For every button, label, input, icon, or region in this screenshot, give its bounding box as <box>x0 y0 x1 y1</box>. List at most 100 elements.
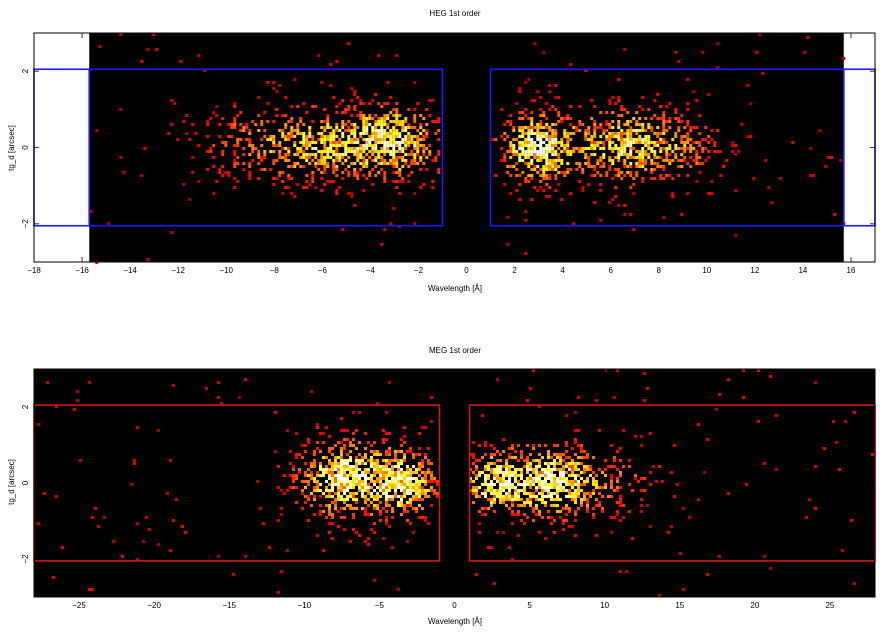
heatmap-cell <box>527 150 531 153</box>
heatmap-cell <box>344 141 348 144</box>
heatmap-cell <box>377 162 381 165</box>
heatmap-cell <box>374 126 378 129</box>
heatmap-cell <box>718 393 721 396</box>
heatmap-cell <box>553 483 556 486</box>
heatmap-cell <box>326 135 330 138</box>
heatmap-cell <box>307 474 310 477</box>
heatmap-cell <box>416 141 420 144</box>
y-tick-label: 0 <box>21 480 30 485</box>
heatmap-cell <box>337 441 340 444</box>
heatmap-cell <box>673 444 676 447</box>
heatmap-cell <box>499 453 502 456</box>
x-tick-label: −10 <box>298 601 312 610</box>
heatmap-cell <box>421 471 424 474</box>
heatmap-cell <box>358 441 361 444</box>
heatmap-cell <box>650 150 654 153</box>
heatmap-cell <box>392 108 396 111</box>
heatmap-cell <box>554 189 558 192</box>
heatmap-cell <box>323 168 327 171</box>
heatmap-cell <box>632 156 636 159</box>
heatmap-cell <box>680 213 684 216</box>
x-tick-label: 12 <box>750 266 759 275</box>
heatmap-cell <box>686 174 690 177</box>
heatmap-cell <box>656 135 660 138</box>
heatmap-cell <box>518 117 522 120</box>
heatmap-cell <box>392 180 396 183</box>
heatmap-cell <box>392 150 396 153</box>
heatmap-cell <box>592 456 595 459</box>
heatmap-cell <box>653 177 657 180</box>
heatmap-cell <box>529 486 532 489</box>
heatmap-cell <box>580 501 583 504</box>
heatmap-cell <box>371 150 375 153</box>
heatmap-cell <box>617 204 621 207</box>
heatmap-cell <box>380 123 384 126</box>
heatmap-cell <box>559 483 562 486</box>
heatmap-cell <box>335 144 339 147</box>
heatmap-cell <box>554 96 558 99</box>
heatmap-cell <box>530 198 534 201</box>
heatmap-cell <box>620 153 624 156</box>
heatmap-cell <box>170 99 174 102</box>
heatmap-cell <box>242 162 246 165</box>
heatmap-cell <box>587 165 591 168</box>
heatmap-cell <box>431 186 435 189</box>
x-tick-label: 10 <box>702 266 711 275</box>
heatmap-cell <box>496 480 499 483</box>
heatmap-cell <box>355 471 358 474</box>
heatmap-cell <box>404 144 408 147</box>
heatmap-cell <box>434 120 438 123</box>
heatmap-cell <box>586 492 589 495</box>
heatmap-cell <box>551 105 555 108</box>
heatmap-cell <box>608 126 612 129</box>
heatmap-cell <box>569 123 573 126</box>
heatmap-cell <box>568 480 571 483</box>
heatmap-cell <box>542 174 546 177</box>
heatmap-cell <box>175 498 178 501</box>
heatmap-cell <box>659 132 663 135</box>
heatmap-cell <box>805 516 808 519</box>
heatmap-cell <box>206 120 210 123</box>
heatmap-cell <box>272 141 276 144</box>
heatmap-cell <box>542 132 546 135</box>
heatmap-cell <box>365 153 369 156</box>
heatmap-cell <box>335 156 339 159</box>
heatmap-cell <box>392 126 396 129</box>
heatmap-cell <box>293 144 297 147</box>
heatmap-cell <box>617 132 621 135</box>
heatmap-cell <box>317 162 321 165</box>
heatmap-cell <box>373 507 376 510</box>
heatmap-cell <box>398 120 402 123</box>
heatmap-cell <box>406 486 409 489</box>
heatmap-cell <box>502 486 505 489</box>
heatmap-cell <box>520 471 523 474</box>
heatmap-cell <box>553 519 556 522</box>
heatmap-cell <box>520 450 523 453</box>
heatmap-cell <box>638 150 642 153</box>
heatmap-cell <box>548 147 552 150</box>
heatmap-cell <box>142 540 145 543</box>
heatmap-cell <box>418 489 421 492</box>
heatmap-cell <box>607 495 610 498</box>
heatmap-cell <box>665 174 669 177</box>
heatmap-cell <box>530 153 534 156</box>
heatmap-cell <box>550 474 553 477</box>
heatmap-cell <box>418 468 421 471</box>
heatmap-cell <box>487 498 490 501</box>
heatmap-cell <box>542 114 546 117</box>
heatmap-cell <box>661 480 664 483</box>
heatmap-cell <box>272 159 276 162</box>
heatmap-cell <box>368 156 372 159</box>
heatmap-cell <box>424 471 427 474</box>
heatmap-cell <box>277 486 280 489</box>
heatmap-cell <box>398 168 402 171</box>
heatmap-cell <box>484 474 487 477</box>
heatmap-cell <box>353 153 357 156</box>
heatmap-cell <box>254 147 258 150</box>
heatmap-cell <box>341 126 345 129</box>
heatmap-cell <box>617 171 621 174</box>
heatmap-cell <box>275 144 279 147</box>
heatmap-cell <box>547 462 550 465</box>
meg-x-ticks: −25 −20 −15 −10 −5 0 5 10 15 20 25 <box>72 369 835 610</box>
heatmap-cell <box>514 480 517 483</box>
